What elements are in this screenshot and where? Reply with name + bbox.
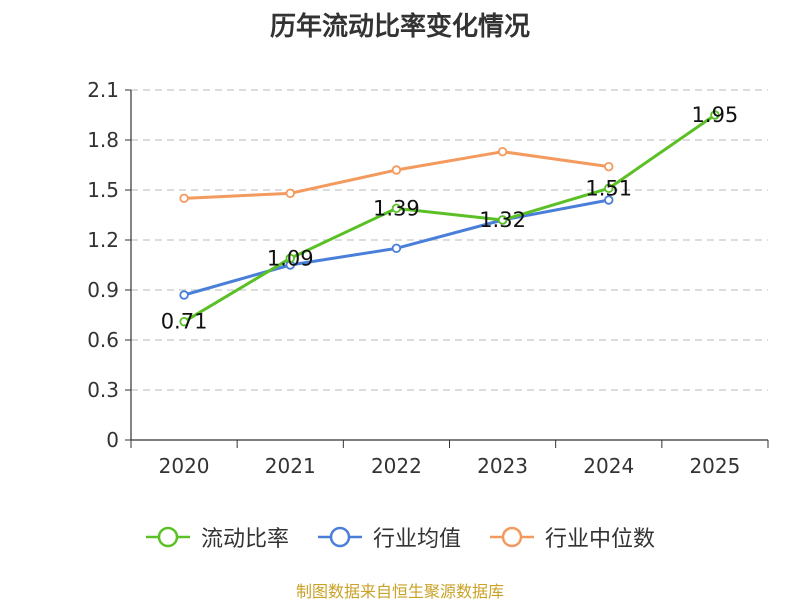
y-tick-label: 1.8 — [87, 128, 119, 152]
legend-line-icon — [145, 526, 190, 548]
data-point[interactable] — [604, 195, 614, 205]
legend-item-industry-median[interactable]: 行业中位数 — [489, 521, 655, 553]
y-tick-label: 2.1 — [87, 78, 119, 102]
data-label: 1.09 — [267, 246, 314, 270]
data-point[interactable] — [497, 146, 508, 157]
data-label: 1.39 — [373, 196, 420, 220]
legend: 流动比率 行业均值 行业中位数 — [0, 520, 800, 554]
chart-title: 历年流动比率变化情况 — [269, 12, 530, 42]
data-label: 1.95 — [692, 103, 739, 127]
grid-lines — [131, 89, 768, 391]
data-point[interactable] — [179, 290, 189, 300]
x-tick-label: 2023 — [477, 454, 528, 478]
data-point[interactable] — [604, 161, 614, 172]
series-line-2 — [184, 150, 609, 200]
data-point[interactable] — [179, 193, 189, 204]
x-tick-label: 2022 — [371, 454, 422, 478]
y-tick-label: 1.2 — [87, 228, 119, 252]
x-tick-label: 2020 — [159, 454, 210, 478]
data-point[interactable] — [285, 188, 295, 199]
data-point[interactable] — [710, 110, 720, 120]
data-point[interactable] — [285, 253, 295, 264]
data-labels: 0.71 1.09 1.39 1.32 1.51 1.95 — [161, 103, 739, 334]
x-tick-label: 2025 — [689, 454, 740, 478]
legend-line-icon — [317, 526, 362, 548]
x-tick-label: 2021 — [265, 454, 316, 478]
legend-item-industry-mean[interactable]: 行业均值 — [317, 521, 461, 553]
y-tick-label: 1.5 — [87, 178, 119, 202]
data-point[interactable] — [391, 203, 402, 214]
data-point[interactable] — [391, 243, 402, 254]
data-source-note: 制图数据来自恒生聚源数据库 — [295, 582, 504, 601]
y-tick-label: 0.6 — [87, 328, 119, 352]
series-line-0 — [183, 113, 716, 323]
legend-line-icon — [490, 526, 534, 548]
legend-item-current-ratio[interactable]: 流动比率 — [145, 521, 289, 553]
x-tick-label: 2024 — [583, 454, 634, 478]
data-label: 1.51 — [585, 176, 632, 200]
legend-label: 流动比率 — [200, 527, 289, 552]
axes: 0 0.3 0.6 0.9 1.2 1.5 1.8 2.1 2020 2021 2022 2023 20… — [87, 78, 769, 478]
y-tick-label: 0 — [106, 428, 119, 452]
legend-label: 行业均值 — [372, 527, 461, 552]
data-point[interactable] — [604, 183, 614, 194]
series-lines — [179, 110, 720, 327]
legend-label: 行业中位数 — [545, 527, 656, 552]
data-point[interactable] — [391, 165, 402, 175]
y-tick-label: 0.9 — [87, 278, 119, 302]
data-point[interactable] — [179, 316, 189, 327]
y-tick-label: 0.3 — [87, 378, 119, 402]
data-point[interactable] — [497, 215, 508, 225]
data-label: 0.71 — [161, 310, 208, 334]
data-label: 1.32 — [479, 208, 526, 232]
